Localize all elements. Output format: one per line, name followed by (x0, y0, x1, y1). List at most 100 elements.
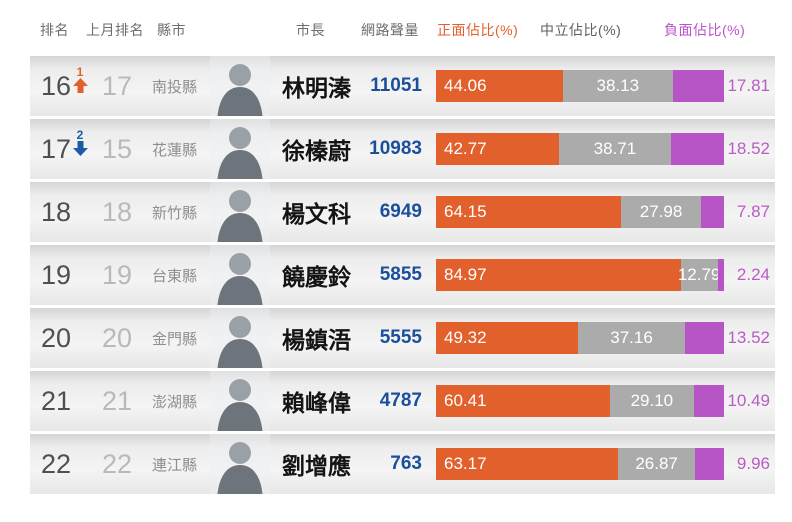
volume-value: 5855 (379, 264, 422, 285)
positive-value-label: 44.06 (444, 76, 487, 95)
county-label: 新竹縣 (152, 204, 198, 222)
sentiment-bar: 64.15 27.98 (436, 196, 724, 228)
negative-bar-segment (695, 448, 724, 480)
neutral-bar-segment: 27.98 (620, 196, 702, 228)
table-row: 16 1 17 南投縣 林明溱 11051 44.06 (30, 56, 775, 116)
sentiment-bar: 49.32 37.16 (436, 322, 724, 354)
rank-value: 16 (40, 70, 71, 101)
positive-value-label: 60.41 (444, 391, 487, 410)
neutral-value-label: 12.79 (677, 265, 721, 284)
sentiment-bar: 60.41 29.10 (436, 385, 724, 417)
last-month-rank-value: 21 (101, 385, 133, 416)
person-silhouette-icon (210, 371, 270, 431)
volume-value: 10983 (369, 138, 422, 159)
rank-change-amount: 1 (76, 65, 84, 79)
mayor-photo (210, 182, 270, 242)
mayor-photo (210, 245, 270, 305)
mayor-photo (210, 56, 270, 116)
table-row: 19 19 台東縣 饒慶鈴 5855 84.97 (30, 245, 775, 305)
column-header-volume: 網路聲量 (361, 22, 419, 38)
negative-value-label: 17.81 (727, 76, 770, 95)
rank-cell: 16 1 (30, 66, 88, 106)
neutral-bar-segment: 29.10 (609, 385, 694, 417)
column-header-mayor: 市長 (296, 22, 325, 38)
table-row: 17 2 15 花蓮縣 徐榛蔚 10983 42.77 (30, 119, 775, 179)
county-label: 金門縣 (152, 330, 198, 348)
mayor-name: 楊鎮浯 (282, 327, 351, 353)
positive-value-label: 63.17 (444, 454, 487, 473)
neutral-value-label: 26.87 (635, 454, 678, 473)
positive-value-label: 84.97 (444, 265, 487, 284)
rank-cell: 22 (30, 444, 88, 484)
mayor-name: 徐榛蔚 (282, 138, 351, 164)
down-arrow-icon (72, 141, 88, 156)
positive-bar-segment: 49.32 (436, 322, 579, 354)
rank-value: 21 (40, 385, 71, 416)
mayor-name: 賴峰偉 (282, 390, 351, 416)
table-row: 21 21 澎湖縣 賴峰偉 4787 60.41 (30, 371, 775, 431)
negative-bar-segment (670, 133, 724, 165)
county-label: 連江縣 (152, 456, 198, 474)
last-month-rank-value: 18 (101, 196, 133, 227)
mayor-photo (210, 434, 270, 494)
person-silhouette-icon (210, 245, 270, 305)
positive-value-label: 64.15 (444, 202, 487, 221)
rank-cell: 21 (30, 381, 88, 421)
person-silhouette-icon (210, 119, 270, 179)
negative-bar-segment (693, 385, 724, 417)
rank-value: 19 (40, 259, 71, 290)
neutral-bar-segment: 12.79 (677, 259, 721, 291)
rank-cell: 17 2 (30, 129, 88, 169)
negative-bar-segment (672, 70, 724, 102)
volume-value: 763 (390, 453, 422, 474)
last-month-rank-value: 19 (101, 259, 133, 290)
positive-bar-segment: 84.97 (436, 259, 681, 291)
mayor-name: 楊文科 (282, 201, 351, 227)
up-arrow-icon (72, 78, 88, 93)
person-silhouette-icon (210, 182, 270, 242)
sentiment-bar: 44.06 38.13 (436, 70, 724, 102)
mayor-photo (210, 308, 270, 368)
sentiment-bar: 42.77 38.71 (436, 133, 724, 165)
neutral-value-label: 29.10 (630, 391, 674, 410)
neutral-bar-segment: 26.87 (617, 448, 696, 480)
volume-value: 4787 (379, 390, 422, 411)
volume-value: 5555 (379, 327, 422, 348)
county-label: 南投縣 (152, 78, 198, 96)
neutral-value-label: 38.71 (593, 139, 637, 158)
rank-cell: 18 (30, 192, 88, 232)
column-header-rank: 排名 (40, 22, 69, 38)
mayor-name: 林明溱 (282, 75, 351, 101)
neutral-bar-segment: 38.71 (559, 133, 671, 165)
positive-value-label: 49.32 (444, 328, 487, 347)
county-label: 花蓮縣 (152, 141, 198, 159)
neutral-bar-segment: 37.16 (578, 322, 686, 354)
volume-value: 6949 (379, 201, 422, 222)
table-row: 22 22 連江縣 劉增應 763 63.17 (30, 434, 775, 494)
negative-value-label: 13.52 (727, 328, 770, 347)
column-header-last-month-rank: 上月排名 (86, 22, 144, 38)
rank-cell: 19 (30, 255, 88, 295)
rank-cell: 20 (30, 318, 88, 358)
positive-value-label: 42.77 (444, 139, 487, 158)
negative-value-label: 7.87 (736, 202, 770, 221)
column-header-county: 縣市 (157, 22, 186, 38)
rank-value: 17 (40, 133, 71, 164)
person-silhouette-icon (210, 56, 270, 116)
rank-change-amount: 2 (76, 128, 84, 142)
person-silhouette-icon (210, 434, 270, 494)
positive-bar-segment: 44.06 (436, 70, 563, 102)
positive-bar-segment: 64.15 (436, 196, 621, 228)
rank-value: 22 (40, 448, 71, 479)
mayor-photo (210, 371, 270, 431)
neutral-value-label: 27.98 (639, 202, 683, 221)
negative-value-label: 10.49 (727, 391, 770, 410)
county-label: 台東縣 (152, 267, 198, 285)
neutral-bar-segment: 38.13 (562, 70, 673, 102)
sentiment-bar: 63.17 26.87 (436, 448, 724, 480)
column-header-negative: 負面佔比(%) (664, 22, 746, 38)
negative-value-label: 9.96 (736, 454, 770, 473)
rank-change-indicator: 1 (72, 66, 88, 106)
mayor-name: 劉增應 (282, 453, 351, 479)
